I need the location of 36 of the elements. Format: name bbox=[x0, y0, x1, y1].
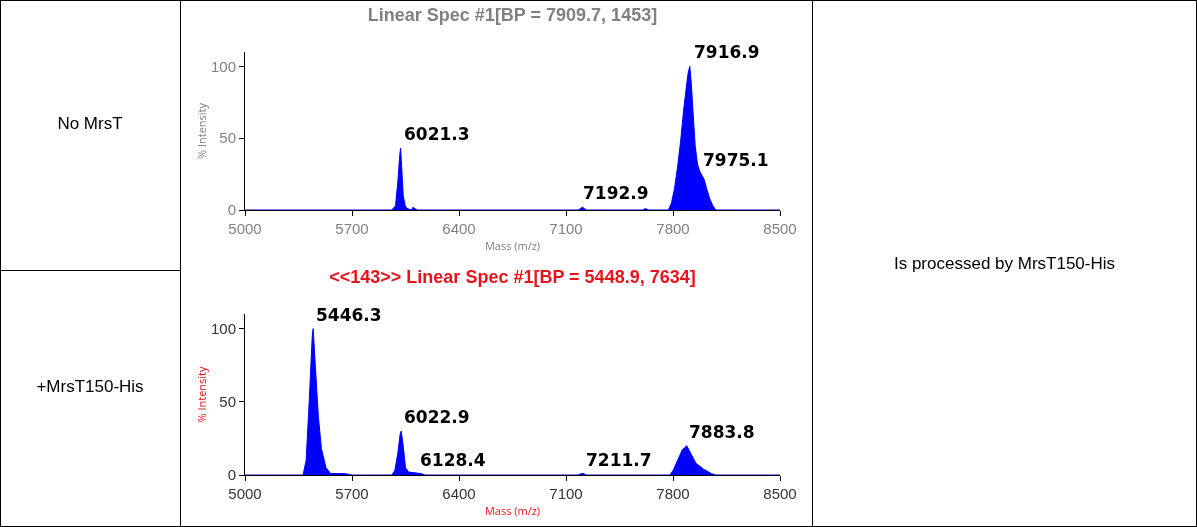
x-tick-label: 7800 bbox=[656, 220, 690, 237]
annotation: 7883.8 bbox=[689, 422, 755, 442]
x-tick-label: 6400 bbox=[442, 220, 476, 237]
x-tick-label: 5000 bbox=[228, 485, 262, 502]
annotation: 6022.9 bbox=[404, 407, 470, 427]
x-axis-title: Mass (m/z) bbox=[484, 238, 541, 254]
x-axis-title: Mass (m/z) bbox=[484, 503, 541, 519]
x-tick-label: 8500 bbox=[763, 220, 797, 237]
y-axis-title: % Intensity bbox=[193, 365, 209, 423]
chart-title: Linear Spec #1[BP = 7909.7, 1453] bbox=[367, 4, 658, 25]
annotation: 7211.7 bbox=[586, 450, 652, 470]
y-tick-label: 50 bbox=[219, 393, 236, 411]
y-tick-label: 0 bbox=[227, 201, 236, 219]
x-tick-label: 5700 bbox=[335, 220, 369, 237]
text: No MrsT bbox=[57, 114, 123, 133]
x-tick-label: 7100 bbox=[549, 485, 583, 502]
y-tick-label: 100 bbox=[210, 319, 236, 337]
y-tick-label: 0 bbox=[227, 466, 236, 484]
y-axis-title: % Intensity bbox=[193, 102, 209, 160]
annotation: 7192.9 bbox=[583, 183, 649, 203]
text: +MrsT150-His bbox=[36, 377, 144, 396]
x-tick-label: 7800 bbox=[656, 485, 690, 502]
text: Is processed by MrsT150-His bbox=[893, 253, 1116, 274]
x-tick-label: 5700 bbox=[335, 485, 369, 502]
annotation: 7975.1 bbox=[703, 150, 769, 170]
x-tick-label: 6400 bbox=[442, 485, 476, 502]
x-tick-label: 7100 bbox=[549, 220, 583, 237]
y-tick-label: 100 bbox=[210, 57, 236, 75]
annotation: 7916.9 bbox=[694, 42, 760, 62]
x-tick-label: 5000 bbox=[228, 220, 262, 237]
annotation: 5446.3 bbox=[316, 305, 382, 325]
y-tick-label: 50 bbox=[219, 129, 236, 147]
chart-title: <<143>> Linear Spec #1[BP = 5448.9, 7634] bbox=[329, 266, 696, 287]
annotation: 6021.3 bbox=[404, 124, 470, 144]
x-tick-label: 8500 bbox=[763, 485, 797, 502]
annotation: 6128.4 bbox=[420, 450, 486, 470]
